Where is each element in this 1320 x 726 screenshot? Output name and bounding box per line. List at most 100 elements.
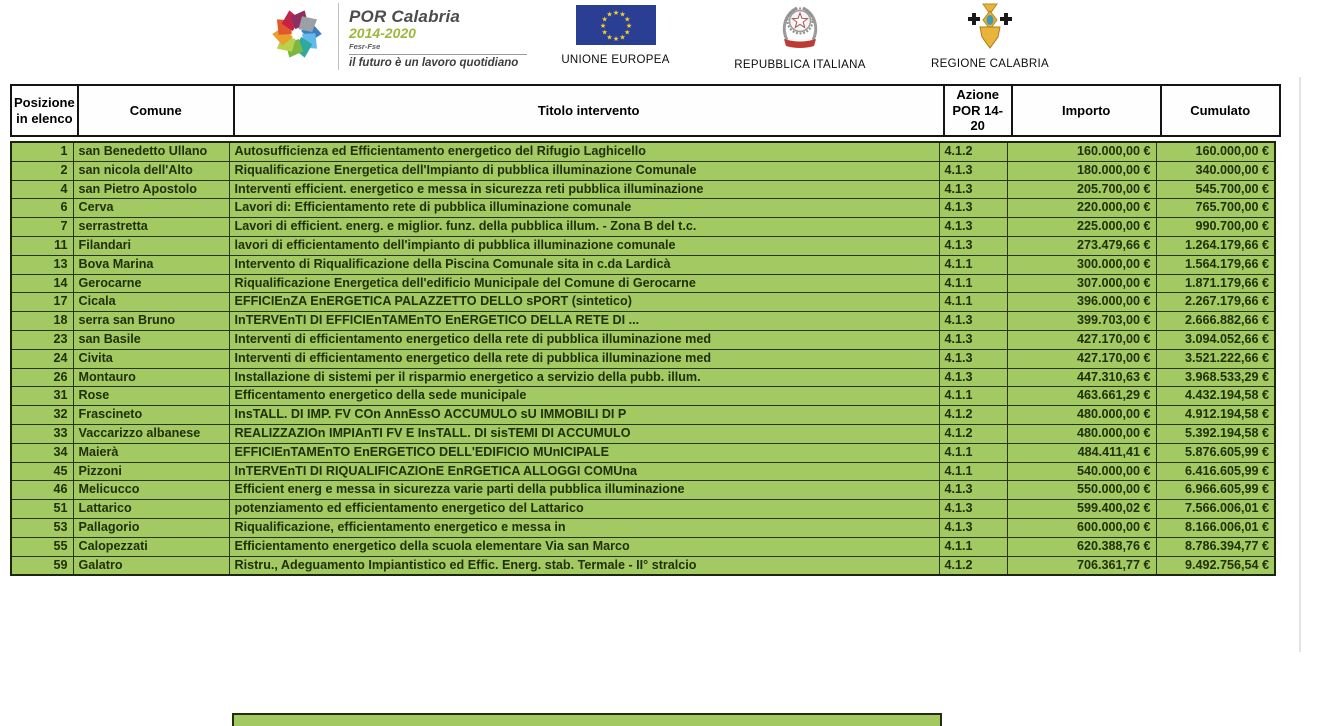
cell-posizione: 13 (10, 254, 74, 275)
cell-azione: 4.1.3 (938, 160, 1008, 181)
cell-comune: Cicala (72, 292, 230, 313)
cell-cumulato: 340.000,00 € (1155, 160, 1276, 181)
table-row: 59 Galatro Ristru., Adeguamento Impianti… (10, 555, 1276, 576)
table-row: 33 Vaccarizzo albanese REALIZZAZIOn IMPI… (10, 423, 1276, 444)
cell-titolo: InsTALL. DI IMP. FV COn AnnEssO ACCUMULO… (228, 405, 940, 425)
cell-azione: 4.1.1 (938, 386, 1008, 407)
col-header-cumulato: Cumulato (1159, 84, 1281, 137)
cell-importo: 600.000,00 € (1006, 517, 1157, 538)
cell-cumulato: 2.666.882,66 € (1155, 311, 1276, 331)
cell-azione: 4.1.3 (938, 217, 1008, 237)
cell-cumulato: 1.564.179,66 € (1155, 254, 1276, 275)
cell-importo: 225.000,00 € (1006, 217, 1157, 237)
cell-comune: Melicucco (72, 480, 230, 501)
results-table-header: Posizione in elenco Comune Titolo interv… (10, 84, 1281, 137)
cell-titolo: Interventi di efficientamento energetico… (228, 348, 940, 369)
cell-cumulato: 3.094.052,66 € (1155, 329, 1276, 350)
cell-comune: Calopezzati (72, 536, 230, 557)
cell-azione: 4.1.3 (938, 311, 1008, 331)
cell-azione: 4.1.2 (938, 141, 1008, 162)
cell-comune: Pallagorio (72, 517, 230, 538)
italy-emblem-label: REPUBBLICA ITALIANA (734, 59, 866, 71)
cell-comune: Bova Marina (72, 254, 230, 275)
svg-text:★: ★ (619, 11, 625, 19)
cell-titolo: Interventi di efficientamento energetico… (228, 329, 940, 350)
eu-flag-icon: ★ ★ ★ ★ ★ ★ ★ ★ ★ ★ ★ ★ (575, 5, 656, 49)
eu-flag-label: UNIONE EUROPEA (561, 54, 670, 66)
cell-importo: 220.000,00 € (1006, 198, 1157, 219)
svg-text:★: ★ (625, 22, 631, 30)
cell-comune: Montauro (72, 367, 230, 388)
cell-cumulato: 6.966.605,99 € (1155, 480, 1276, 501)
cell-titolo: Efficentamento energetico della sede mun… (228, 386, 940, 407)
cell-cumulato: 1.264.179,66 € (1155, 235, 1276, 256)
cell-cumulato: 990.700,00 € (1155, 217, 1276, 237)
table-row: 45 Pizzoni InTERVEnTI DI RIQUALIFICAZIOn… (10, 461, 1276, 482)
cell-titolo: Installazione di sistemi per il risparmi… (228, 367, 940, 388)
cell-posizione: 46 (10, 480, 74, 501)
cell-posizione: 1 (10, 141, 74, 162)
table-row: 32 Frascineto InsTALL. DI IMP. FV COn An… (10, 405, 1276, 425)
cell-comune: san Basile (72, 329, 230, 350)
cell-titolo: Efficientamento energetico della scuola … (228, 536, 940, 557)
svg-text:★: ★ (606, 33, 612, 41)
cell-cumulato: 765.700,00 € (1155, 198, 1276, 219)
cell-posizione: 33 (10, 423, 74, 444)
cell-titolo: Lavori di efficient. energ. e miglior. f… (228, 217, 940, 237)
cell-posizione: 24 (10, 348, 74, 369)
cell-importo: 180.000,00 € (1006, 160, 1157, 181)
col-header-titolo: Titolo intervento (232, 84, 945, 137)
cell-azione: 4.1.3 (938, 329, 1008, 350)
eu-logo-unit: ★ ★ ★ ★ ★ ★ ★ ★ ★ ★ ★ ★ UNIONE EUROPEA (538, 5, 693, 66)
cell-azione: 4.1.3 (938, 499, 1008, 519)
cell-titolo: potenziamento ed efficientamento energet… (228, 499, 940, 519)
cell-comune: san Benedetto Ullano (72, 141, 230, 162)
por-subtitle: Fesr-Fse (349, 42, 381, 51)
cell-importo: 540.000,00 € (1006, 461, 1157, 482)
cell-titolo: InTERVEnTI DI EFFICIEnTAMEnTO EnERGETICO… (228, 311, 940, 331)
cell-posizione: 17 (10, 292, 74, 313)
cell-comune: Vaccarizzo albanese (72, 423, 230, 444)
cell-cumulato: 2.267.179,66 € (1155, 292, 1276, 313)
svg-text:★: ★ (601, 29, 607, 37)
cell-titolo: Lavori di: Efficientamento rete di pubbl… (228, 198, 940, 219)
cell-azione: 4.1.1 (938, 254, 1008, 275)
cell-comune: Lattarico (72, 499, 230, 519)
italy-emblem-icon (777, 6, 823, 54)
cell-comune: Maierà (72, 442, 230, 463)
cell-titolo: Intervento di Riqualificazione della Pis… (228, 254, 940, 275)
table-row: 4 san Pietro Apostolo Interventi efficie… (10, 179, 1276, 200)
cell-azione: 4.1.3 (938, 348, 1008, 369)
cell-azione: 4.1.3 (938, 480, 1008, 501)
header-logo-band: POR Calabria 2014-2020 Fesr-Fse il futur… (0, 0, 1320, 76)
cell-posizione: 32 (10, 405, 74, 425)
cell-cumulato: 1.871.179,66 € (1155, 273, 1276, 294)
cell-azione: 4.1.2 (938, 555, 1008, 576)
cell-importo: 620.388,76 € (1006, 536, 1157, 557)
cell-cumulato: 545.700,00 € (1155, 179, 1276, 200)
cell-titolo: EFFICIEnZA EnERGETICA PALAZZETTO DELLO s… (228, 292, 940, 313)
cell-posizione: 51 (10, 499, 74, 519)
cell-azione: 4.1.2 (938, 405, 1008, 425)
cell-importo: 427.170,00 € (1006, 348, 1157, 369)
table-row: 13 Bova Marina Intervento di Riqualifica… (10, 254, 1276, 275)
col-header-posizione: Posizione in elenco (10, 84, 79, 137)
cell-posizione: 45 (10, 461, 74, 482)
cell-titolo: EFFICIEnTAMEnTO EnERGETICO DELL'EDIFICIO… (228, 442, 940, 463)
cell-cumulato: 5.876.605,99 € (1155, 442, 1276, 463)
bottom-partial-table (232, 713, 942, 726)
cell-comune: Filandari (72, 235, 230, 256)
svg-text:★: ★ (619, 33, 625, 41)
cell-importo: 273.479,66 € (1006, 235, 1157, 256)
por-calabria-logo: POR Calabria 2014-2020 Fesr-Fse il futur… (266, 3, 527, 70)
cell-titolo: Autosufficienza ed Efficientamento energ… (228, 141, 940, 162)
table-row: 34 Maierà EFFICIEnTAMEnTO EnERGETICO DEL… (10, 442, 1276, 463)
results-table-body: 1 san Benedetto Ullano Autosufficienza e… (10, 141, 1276, 576)
cell-azione: 4.1.1 (938, 273, 1008, 294)
cell-posizione: 4 (10, 179, 74, 200)
por-divider (349, 54, 527, 55)
cell-azione: 4.1.2 (938, 423, 1008, 444)
cell-posizione: 14 (10, 273, 74, 294)
italy-logo-unit: REPUBBLICA ITALIANA (710, 2, 890, 71)
cell-importo: 706.361,77 € (1006, 555, 1157, 576)
